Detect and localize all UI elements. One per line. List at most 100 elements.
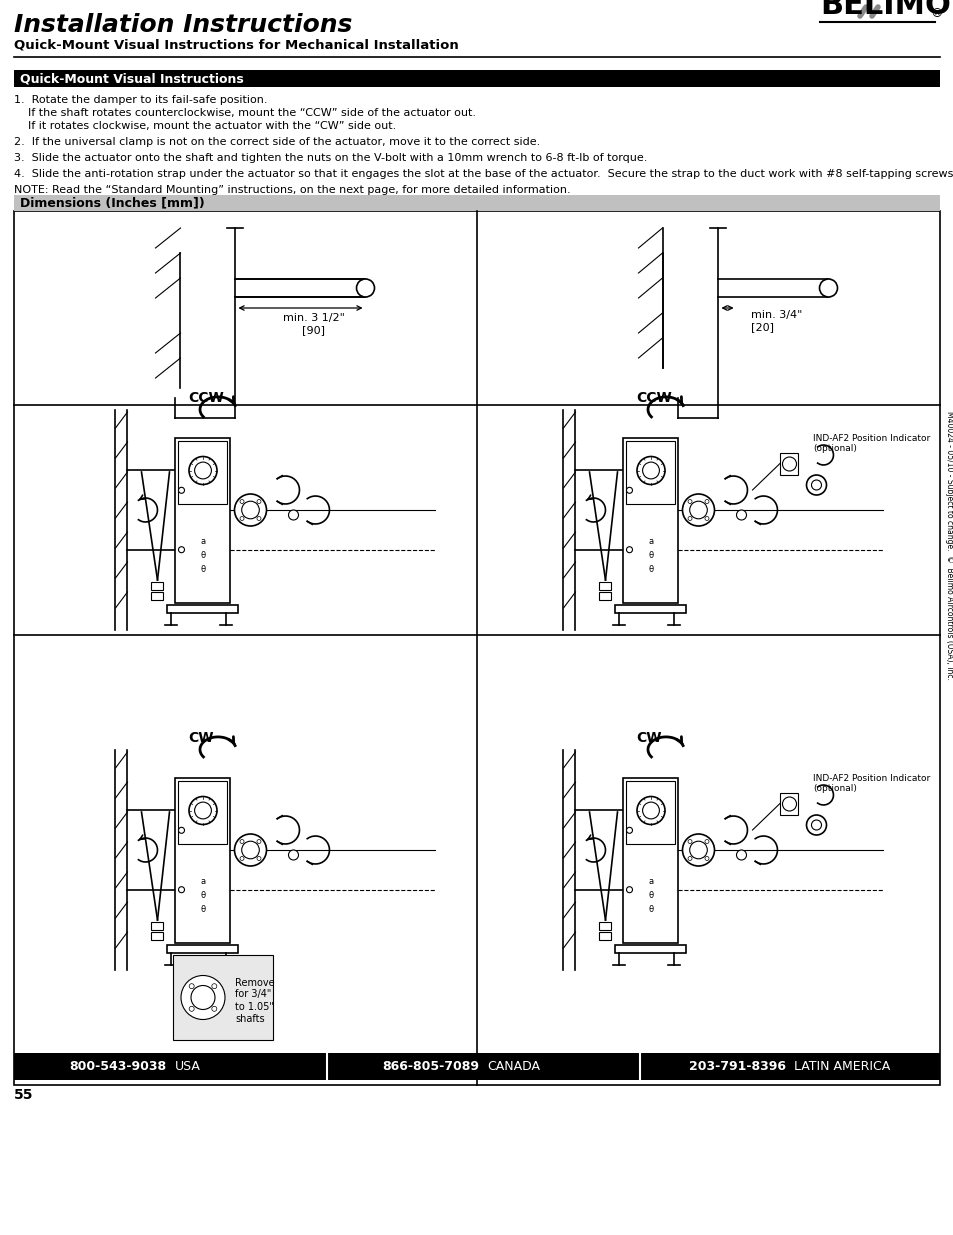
Bar (175, 778, 231, 942)
Text: shafts: shafts (234, 1014, 264, 1024)
Bar (598, 592, 611, 600)
Circle shape (212, 984, 216, 989)
Bar (14, 211, 939, 1086)
Circle shape (736, 850, 745, 860)
Circle shape (736, 510, 745, 520)
Text: USA: USA (174, 1060, 200, 1073)
Circle shape (240, 857, 244, 861)
Circle shape (637, 457, 664, 484)
Bar (152, 932, 163, 940)
Bar (626, 781, 675, 844)
Bar (639, 1053, 939, 1079)
Text: θ: θ (648, 564, 653, 574)
Bar (14, 195, 939, 211)
Text: a: a (648, 537, 653, 546)
Bar (152, 923, 163, 930)
Text: IND-AF2 Position Indicator: IND-AF2 Position Indicator (813, 433, 930, 443)
Bar (598, 932, 611, 940)
Circle shape (687, 857, 691, 861)
Text: If the shaft rotates counterclockwise, mount the “CCW” side of the actuator out.: If the shaft rotates counterclockwise, m… (28, 107, 476, 119)
Text: 55: 55 (14, 1088, 33, 1102)
Circle shape (240, 516, 244, 520)
Circle shape (256, 499, 261, 504)
Circle shape (626, 547, 632, 553)
Circle shape (704, 499, 708, 504)
Text: 800-543-9038: 800-543-9038 (70, 1060, 167, 1073)
Ellipse shape (819, 279, 837, 296)
Text: 866-805-7089: 866-805-7089 (382, 1060, 479, 1073)
Ellipse shape (356, 279, 375, 296)
Bar (152, 592, 163, 600)
Text: BELIMO: BELIMO (820, 0, 950, 20)
Circle shape (687, 499, 691, 504)
Bar (178, 781, 227, 844)
Bar (598, 923, 611, 930)
Text: NOTE: Read the “Standard Mounting” instructions, on the next page, for more deta: NOTE: Read the “Standard Mounting” instr… (14, 185, 570, 195)
Text: for 3/4": for 3/4" (234, 989, 271, 999)
Circle shape (234, 834, 266, 866)
Bar (178, 441, 227, 504)
Text: (optional): (optional) (813, 784, 857, 793)
Circle shape (642, 802, 659, 819)
Circle shape (642, 462, 659, 479)
Circle shape (240, 840, 244, 844)
Bar (168, 945, 238, 952)
Circle shape (191, 986, 214, 1009)
Circle shape (687, 840, 691, 844)
Bar (168, 604, 238, 613)
Text: θ: θ (200, 551, 205, 559)
Text: ®: ® (929, 7, 942, 20)
Text: min. 3/4"
[20]: min. 3/4" [20] (751, 310, 802, 332)
Bar (152, 582, 163, 590)
Circle shape (240, 499, 244, 504)
Text: θ: θ (648, 551, 653, 559)
Text: a: a (200, 537, 205, 546)
Text: IND-AF2 Position Indicator: IND-AF2 Position Indicator (813, 774, 930, 783)
Bar (172, 955, 273, 1040)
Text: Quick-Mount Visual Instructions for Mechanical Installation: Quick-Mount Visual Instructions for Mech… (14, 40, 458, 52)
Circle shape (288, 510, 298, 520)
Circle shape (626, 887, 632, 893)
Bar (780, 793, 798, 815)
Circle shape (704, 516, 708, 520)
Text: a: a (200, 877, 205, 885)
Circle shape (189, 984, 194, 989)
Bar (327, 1053, 639, 1079)
Text: If it rotates clockwise, mount the actuator with the “CW” side out.: If it rotates clockwise, mount the actua… (28, 121, 395, 131)
Bar (780, 453, 798, 475)
Bar (175, 437, 231, 603)
Text: (optional): (optional) (813, 445, 857, 453)
Circle shape (704, 840, 708, 844)
Circle shape (805, 815, 825, 835)
Circle shape (681, 494, 714, 526)
Circle shape (811, 480, 821, 490)
Text: 3.  Slide the actuator onto the shaft and tighten the nuts on the V-bolt with a : 3. Slide the actuator onto the shaft and… (14, 153, 647, 163)
Text: Remove: Remove (234, 977, 274, 988)
Circle shape (194, 462, 212, 479)
Circle shape (288, 850, 298, 860)
Circle shape (234, 494, 266, 526)
Text: 2.  If the universal clamp is not on the correct side of the actuator, move it t: 2. If the universal clamp is not on the … (14, 137, 539, 147)
Text: CANADA: CANADA (487, 1060, 540, 1073)
Text: θ: θ (648, 905, 653, 914)
Circle shape (811, 820, 821, 830)
Circle shape (256, 857, 261, 861)
Circle shape (178, 887, 184, 893)
Circle shape (181, 976, 225, 1020)
Text: θ: θ (648, 890, 653, 900)
Circle shape (178, 488, 184, 493)
Text: 4.  Slide the anti-rotation strap under the actuator so that it engages the slot: 4. Slide the anti-rotation strap under t… (14, 169, 953, 179)
Bar (615, 945, 686, 952)
Text: θ: θ (200, 564, 205, 574)
Circle shape (781, 457, 796, 471)
Text: LATIN AMERICA: LATIN AMERICA (793, 1060, 889, 1073)
Circle shape (687, 516, 691, 520)
Circle shape (189, 457, 216, 484)
Text: Quick-Mount Visual Instructions: Quick-Mount Visual Instructions (20, 72, 244, 85)
Bar (14, 70, 939, 86)
Bar (615, 604, 686, 613)
Text: θ: θ (200, 905, 205, 914)
Bar (626, 441, 675, 504)
Text: min. 3 1/2"
[90]: min. 3 1/2" [90] (282, 312, 344, 335)
Text: θ: θ (200, 890, 205, 900)
